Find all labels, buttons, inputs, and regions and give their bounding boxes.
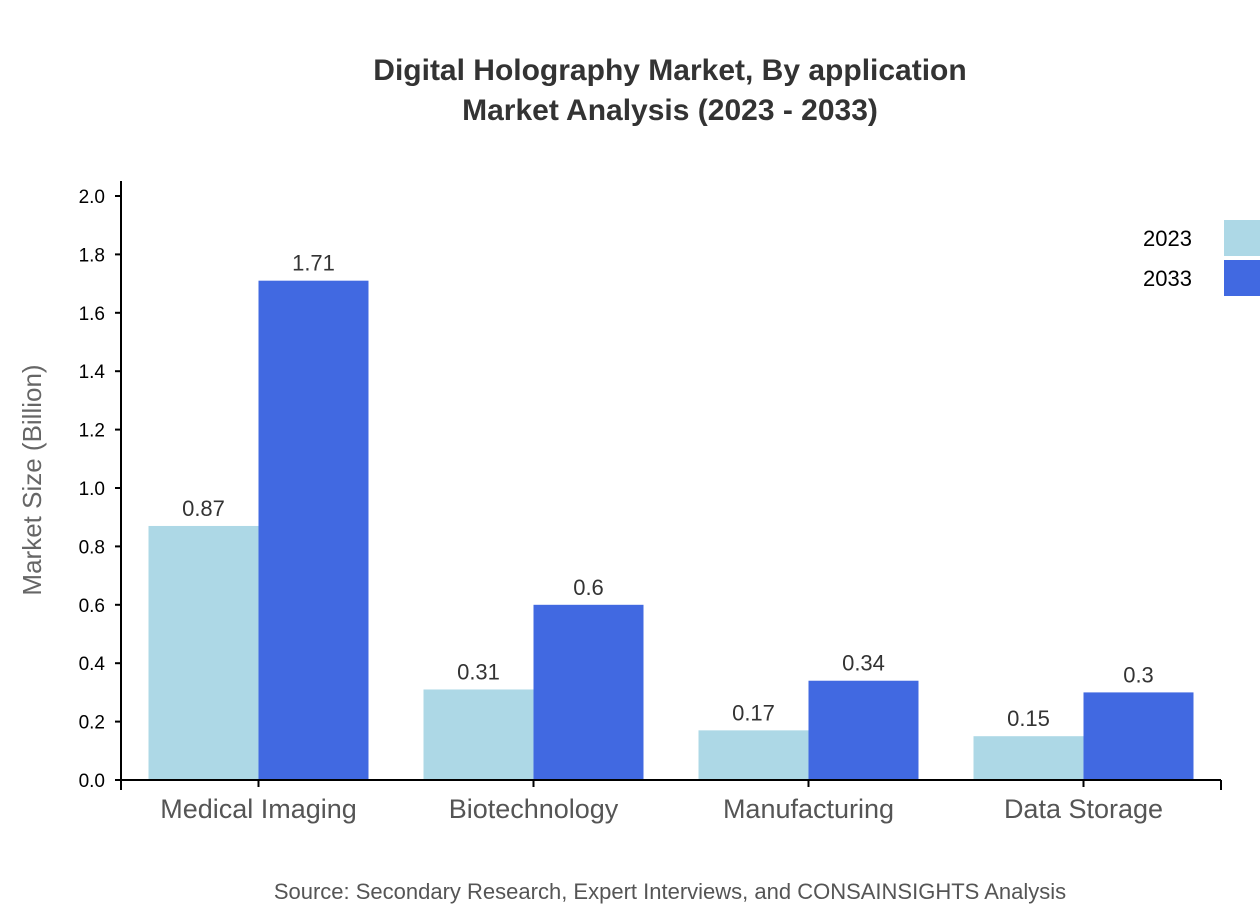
y-axis-label: Market Size (Billion): [17, 364, 47, 595]
bars-layer: 0.87 1.71 0.31 0.6 0.17 0.34 0.15 0.3: [148, 251, 1194, 780]
y-axis: 0.0 0.2 0.4 0.6 0.8 1.0 1.2 1.4 1.6 1.8 2.0: [79, 181, 122, 792]
y-tick-label: 0.4: [79, 654, 106, 675]
bar-2023-biotechnology: [423, 689, 534, 780]
y-tick-label: 0.0: [79, 771, 105, 792]
x-tick-label: Data Storage: [1004, 794, 1163, 824]
chart-title: Digital Holography Market, By applicatio…: [373, 54, 966, 127]
source-note: Source: Secondary Research, Expert Inter…: [274, 879, 1066, 904]
bar-2023-data-storage: [973, 736, 1084, 780]
legend-label-2033: 2033: [1143, 266, 1192, 291]
y-tick-label: 1.8: [79, 245, 105, 266]
bar-2023-medical-imaging: [148, 525, 259, 780]
data-label-2023-data-storage: 0.15: [1007, 706, 1050, 731]
y-tick-label: 0.6: [79, 596, 105, 617]
y-tick-label: 1.4: [79, 362, 106, 383]
y-tick-label: 0.8: [79, 537, 105, 558]
data-label-2033-medical-imaging: 1.71: [292, 251, 335, 276]
y-tick-label: 2.0: [79, 187, 105, 208]
legend-swatch-2023: [1224, 220, 1260, 256]
legend-label-2023: 2023: [1143, 226, 1192, 251]
y-tick-label: 0.2: [79, 713, 105, 734]
data-label-2023-manufacturing: 0.17: [732, 700, 775, 725]
y-tick-label: 1.0: [79, 479, 105, 500]
bar-2033-medical-imaging: [258, 280, 369, 780]
legend: 2023 2033: [1143, 220, 1260, 296]
y-tick-label: 1.6: [79, 304, 105, 325]
data-label-2033-manufacturing: 0.34: [842, 651, 885, 676]
x-tick-label: Manufacturing: [723, 794, 894, 824]
data-label-2033-biotechnology: 0.6: [573, 575, 604, 600]
bar-2033-manufacturing: [808, 680, 919, 780]
bar-2033-biotechnology: [533, 604, 644, 780]
bar-2033-data-storage: [1083, 692, 1194, 780]
data-label-2023-biotechnology: 0.31: [457, 659, 500, 684]
x-tick-label: Medical Imaging: [160, 794, 357, 824]
y-tick-label: 1.2: [79, 421, 105, 442]
x-axis: Medical Imaging Biotechnology Manufacturin…: [120, 779, 1222, 824]
legend-swatch-2033: [1224, 260, 1260, 296]
data-label-2033-data-storage: 0.3: [1123, 662, 1154, 687]
chart-title-line-2: Market Analysis (2023 - 2033): [462, 94, 878, 127]
chart-title-line-1: Digital Holography Market, By applicatio…: [373, 54, 966, 87]
bar-2023-manufacturing: [698, 730, 809, 780]
data-label-2023-medical-imaging: 0.87: [182, 496, 225, 521]
x-tick-label: Biotechnology: [449, 794, 619, 824]
